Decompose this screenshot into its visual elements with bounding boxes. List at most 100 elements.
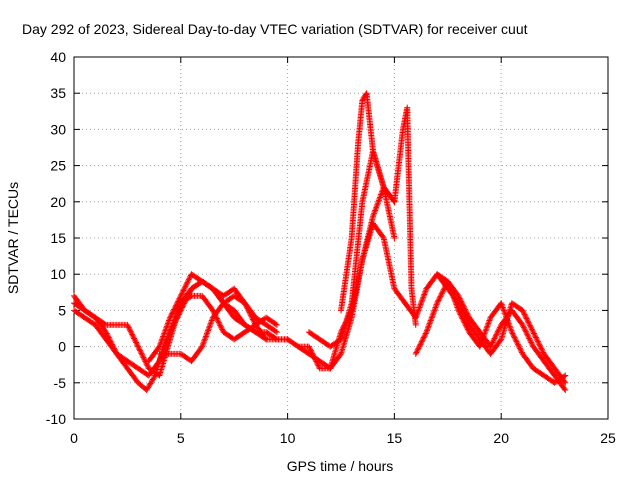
data-point: [426, 321, 433, 328]
data-point: [132, 338, 139, 345]
data-point: [420, 294, 427, 301]
data-point: [164, 320, 171, 327]
data-point: [520, 324, 527, 331]
data-point: [562, 379, 569, 386]
data-point: [184, 279, 191, 286]
data-point: [456, 295, 463, 302]
data-point: [241, 300, 248, 307]
data-point: [130, 334, 137, 341]
data-point: [201, 336, 208, 343]
data-point: [246, 309, 253, 316]
data-point: [242, 301, 249, 308]
data-point: [391, 198, 398, 205]
data-point: [143, 361, 150, 368]
data-point: [125, 324, 132, 331]
data-point: [524, 332, 531, 339]
data-point: [170, 307, 177, 314]
y-axis-label: SDTVAR / TECUs: [5, 182, 21, 294]
data-point: [524, 316, 531, 323]
data-point: [244, 305, 251, 312]
data-point: [375, 198, 382, 205]
data-point: [414, 310, 421, 317]
chart-title: Day 292 of 2023, Sidereal Day-to-day VTE…: [22, 21, 528, 37]
data-point: [438, 290, 445, 297]
data-point: [420, 334, 427, 341]
data-point: [425, 324, 432, 331]
data-point: [204, 329, 211, 336]
data-point: [489, 339, 496, 346]
data-point: [131, 336, 138, 343]
data-point: [530, 329, 537, 336]
data-point: [162, 327, 169, 334]
data-point: [129, 331, 136, 338]
data-point: [173, 302, 180, 309]
data-point: [187, 293, 194, 300]
data-point: [562, 372, 569, 379]
data-point: [446, 282, 453, 289]
data-point: [525, 334, 532, 341]
data-point: [498, 300, 505, 307]
data-point: [432, 304, 439, 311]
data-point: [488, 342, 495, 349]
data-point: [483, 326, 490, 333]
data-point: [476, 343, 483, 350]
data-point: [537, 344, 544, 351]
data-point: [245, 306, 252, 313]
data-point: [521, 325, 528, 332]
data-point: [424, 326, 431, 333]
data-point: [416, 304, 423, 311]
data-point: [526, 335, 533, 342]
data-point: [169, 310, 176, 317]
data-point: [203, 330, 210, 337]
data-point: [523, 330, 530, 337]
data-point: [452, 298, 459, 305]
data-point: [439, 289, 446, 296]
data-point: [414, 348, 421, 355]
data-point: [416, 344, 423, 351]
data-point: [124, 321, 131, 328]
data-point: [169, 309, 176, 316]
data-point: [510, 331, 517, 338]
data-point: [161, 330, 168, 337]
data-point: [459, 315, 466, 322]
data-point: [415, 345, 422, 352]
data-point: [202, 334, 209, 341]
data-point: [423, 329, 430, 336]
x-tick-label: 15: [387, 430, 403, 446]
data-point: [526, 320, 533, 327]
data-point: [140, 354, 147, 361]
data-point: [417, 303, 424, 310]
data-point: [480, 333, 487, 340]
data-point: [272, 328, 279, 335]
data-point: [162, 326, 169, 333]
data-point: [263, 336, 270, 343]
data-point: [525, 319, 532, 326]
data-point: [490, 336, 497, 343]
data-point: [490, 338, 497, 345]
data-point: [138, 350, 145, 357]
data-point: [135, 344, 142, 351]
data-point: [452, 300, 459, 307]
data-point: [505, 320, 512, 327]
data-point: [485, 320, 492, 327]
data-point: [413, 311, 420, 318]
data-point: [464, 311, 471, 318]
data-point: [538, 345, 545, 352]
data-point: [183, 282, 190, 289]
data-point: [155, 344, 162, 351]
data-point: [562, 387, 569, 394]
data-point: [435, 297, 442, 304]
data-point: [520, 310, 527, 317]
data-point: [141, 355, 148, 362]
data-point: [161, 329, 168, 336]
data-point: [496, 324, 503, 331]
data-point: [532, 333, 539, 340]
data-point: [413, 349, 420, 356]
data-point: [460, 316, 467, 323]
data-point: [160, 332, 167, 339]
data-point: [422, 331, 429, 338]
x-tick-label: 0: [70, 430, 78, 446]
data-point: [177, 294, 184, 301]
data-point: [171, 306, 178, 313]
y-tick-label: 5: [58, 302, 66, 318]
